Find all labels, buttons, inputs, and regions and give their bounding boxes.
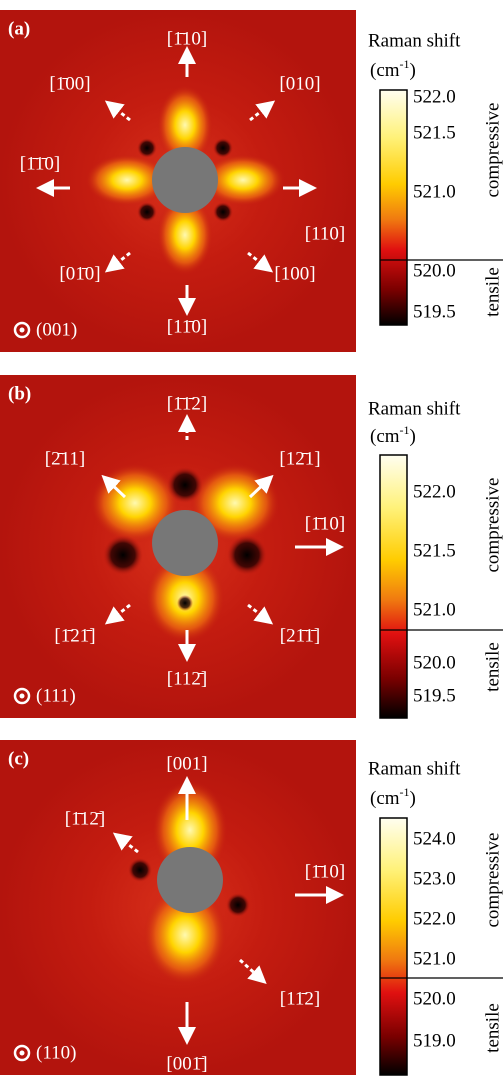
tensile-spot [137,202,157,222]
direction-label: [2̄11] [45,448,85,469]
colorbar-unit: (cm-1) [370,423,416,448]
tensile-spot [103,535,143,575]
colorbar-unit: (cm-1) [370,57,416,82]
tensile-spot [128,858,152,882]
tensile-spot [227,535,267,575]
compressive-label: compressive [482,103,503,198]
direction-label: [21̄1̄] [280,625,320,646]
tensile-spot [226,893,250,917]
colorbar-tick-label: 519.5 [413,685,456,706]
unit-power: -1 [400,57,410,71]
direction-label: [11̄2] [280,988,320,1009]
colorbar-tick-label: 519.0 [413,1030,456,1051]
colorbar [380,90,407,325]
colorbar-tick-label: 521.0 [413,948,456,969]
colorbar [380,455,407,718]
colorbar [380,818,407,1075]
tensile-spot [213,202,233,222]
plane-label: (001) [36,319,77,340]
panel: (b) (111) [1̄1̄2] [2̄11] [12̄1] [1̄10] [1̄21̄]… [0,375,503,718]
tensile-spot [213,138,233,158]
unit-base: (cm [370,426,400,447]
unit-end: ) [410,426,416,447]
unit-base: (cm [370,788,400,809]
panel: (c) (110) [001] [1̄12̄] [1̄10] [11̄2] [001̄] Ra… [0,740,503,1075]
colorbar-tick-label: 520.0 [413,988,456,1009]
colorbar-unit: (cm-1) [370,785,416,810]
panel-label: (b) [8,383,31,404]
tensile-label: tensile [482,1003,503,1053]
colorbar-tick-label: 521.5 [413,122,456,143]
direction-label: [01̄0] [59,263,100,284]
normal-icon-dot [20,694,25,699]
colorbar-tick-label: 520.0 [413,652,456,673]
direction-label: [100] [274,263,315,284]
colorbar-tick-label: 520.0 [413,260,456,281]
tensile-label: tensile [482,267,503,317]
direction-label: [12̄1] [279,448,320,469]
colorbar-tick-label: 522.0 [413,908,456,929]
indent [152,147,218,213]
colorbar-tick-label: 521.0 [413,181,456,202]
direction-label: [1̄12̄] [65,808,105,829]
direction-label: [1̄1̄2] [167,393,207,414]
tensile-spot [167,467,203,503]
direction-label: [1̄10] [305,861,345,882]
colorbar-title: Raman shift [368,30,461,51]
direction-label: [001] [166,753,207,774]
indent [157,847,223,913]
panel-label: (c) [8,748,29,769]
unit-base: (cm [370,60,400,81]
panel-label: (a) [8,18,30,39]
tensile-label: tensile [482,642,503,692]
unit-end: ) [410,788,416,809]
normal-icon-dot [20,328,25,333]
direction-label: [1̄10] [167,28,207,49]
colorbar-tick-label: 523.0 [413,868,456,889]
direction-label: [112̄] [167,668,207,689]
colorbar-title: Raman shift [368,398,461,419]
direction-label: [1̄1̄0] [20,153,60,174]
colorbar-tick-label: 521.0 [413,599,456,620]
colorbar-title: Raman shift [368,758,461,779]
colorbar-tick-label: 521.5 [413,540,456,561]
direction-label: [11̄0] [167,316,207,337]
direction-label: [001̄] [166,1053,207,1074]
colorbar-tick-label: 522.0 [413,86,456,107]
figure: (a) (001) [1̄10] [1̄00] [010] [1̄1̄0] [110] [01… [0,0,504,1081]
direction-label: [1̄10] [305,513,345,534]
compressive-label: compressive [482,478,503,573]
indent [152,510,218,576]
plane-label: (110) [36,1042,76,1063]
unit-power: -1 [400,785,410,799]
colorbar-tick-label: 522.0 [413,481,456,502]
direction-label: [1̄00] [49,73,90,94]
unit-end: ) [410,60,416,81]
direction-label: [1̄21̄] [54,625,95,646]
normal-icon-dot [20,1051,25,1056]
direction-label: [010] [279,73,320,94]
unit-power: -1 [400,423,410,437]
colorbar-tick-label: 524.0 [413,828,456,849]
plane-label: (111) [36,685,76,706]
panel: (a) (001) [1̄10] [1̄00] [010] [1̄1̄0] [110] [01… [0,10,503,352]
direction-label: [110] [305,223,345,244]
tensile-spot [137,138,157,158]
colorbar-tick-label: 519.5 [413,301,456,322]
compressive-label: compressive [482,833,503,928]
tensile-spot [177,595,193,611]
